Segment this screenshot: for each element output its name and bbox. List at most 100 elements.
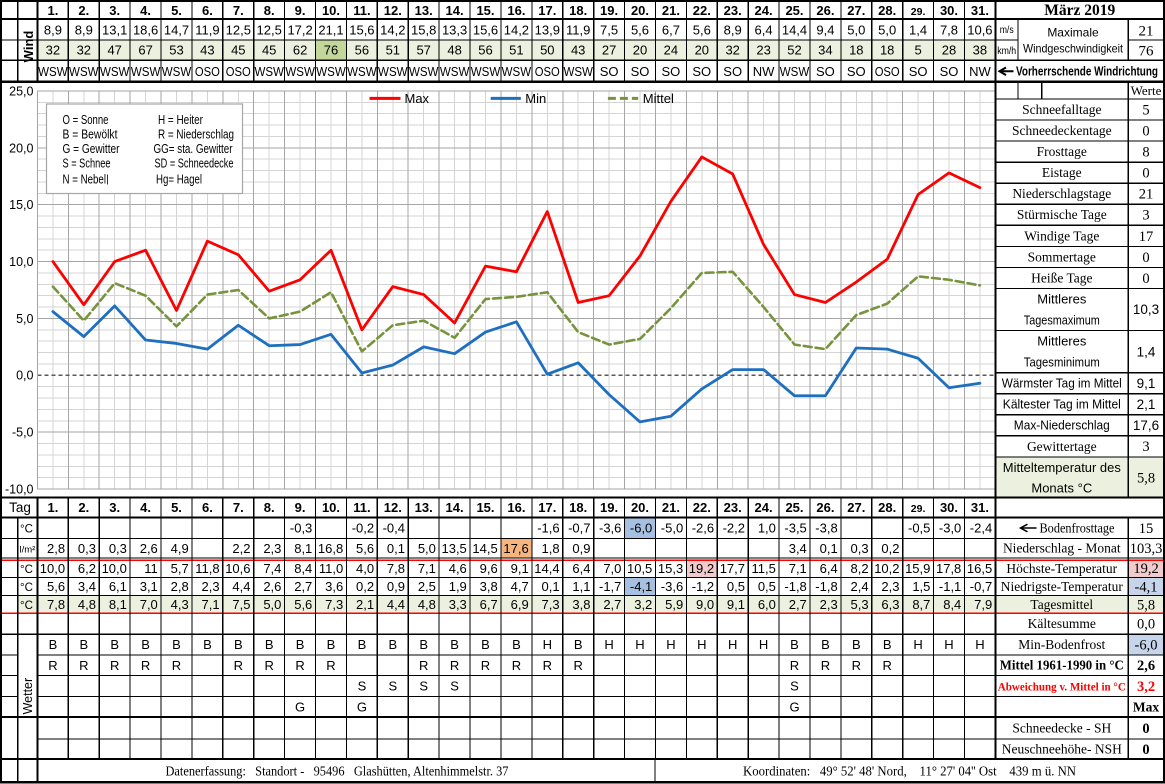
svg-text:2,8: 2,8	[47, 541, 65, 556]
svg-text:Schneefalltage: Schneefalltage	[1022, 102, 1101, 117]
svg-text:8,9: 8,9	[44, 22, 62, 37]
svg-text:5.: 5.	[171, 3, 182, 18]
svg-text:-3,8: -3,8	[815, 521, 837, 536]
svg-text:WSW: WSW	[440, 64, 470, 79]
svg-text:9.: 9.	[295, 3, 306, 18]
svg-text:-10,0: -10,0	[5, 482, 34, 496]
svg-text:25.: 25.	[785, 3, 803, 18]
svg-text:R: R	[326, 658, 335, 673]
svg-text:S: S	[419, 679, 428, 694]
svg-text:5,8: 5,8	[1137, 471, 1155, 487]
svg-text:8,4: 8,4	[943, 597, 961, 612]
svg-text:Tag: Tag	[9, 500, 31, 515]
svg-text:WSW: WSW	[471, 64, 501, 79]
svg-text:OSO: OSO	[875, 64, 900, 79]
svg-text:Maximale: Maximale	[1047, 25, 1099, 39]
svg-text:11,9: 11,9	[566, 22, 590, 37]
svg-text:2,5: 2,5	[418, 579, 436, 594]
svg-text:15,6: 15,6	[349, 22, 374, 37]
svg-text:4,7: 4,7	[511, 579, 529, 594]
svg-text:10,0: 10,0	[9, 255, 33, 269]
svg-text:Datenerfassung: Standort - 9: Datenerfassung: Standort - 95496 Glashüt…	[166, 763, 509, 778]
svg-text:7,5: 7,5	[600, 22, 618, 37]
svg-text:2,8: 2,8	[171, 579, 189, 594]
svg-text:30.: 30.	[940, 500, 958, 515]
svg-text:-2,2: -2,2	[723, 521, 745, 536]
svg-text:0,3: 0,3	[109, 541, 127, 556]
svg-text:17: 17	[1139, 229, 1154, 245]
svg-text:-2,4: -2,4	[970, 521, 992, 536]
svg-text:3,4: 3,4	[78, 579, 96, 594]
svg-text:5: 5	[1142, 103, 1149, 119]
svg-text:6.: 6.	[202, 500, 213, 515]
svg-text:Mittel: Mittel	[643, 91, 674, 106]
svg-text:2,4: 2,4	[851, 579, 869, 594]
svg-text:3,2: 3,2	[1137, 679, 1155, 695]
svg-text:B: B	[574, 637, 583, 652]
svg-text:0: 0	[1142, 250, 1149, 266]
svg-text:4,4: 4,4	[387, 597, 405, 612]
svg-text:Tagesmaximum: Tagesmaximum	[1024, 313, 1100, 328]
svg-text:5,0: 5,0	[16, 312, 33, 326]
svg-text:24: 24	[664, 43, 678, 58]
svg-text:Hg= Hagel: Hg= Hagel	[156, 173, 202, 187]
svg-text:Tagesmittel: Tagesmittel	[1030, 597, 1093, 612]
svg-text:6,4: 6,4	[820, 561, 838, 576]
svg-text:3,6: 3,6	[325, 579, 343, 594]
svg-text:26.: 26.	[816, 500, 834, 515]
svg-text:18.: 18.	[569, 500, 587, 515]
svg-text:R: R	[110, 658, 119, 673]
svg-text:5,0: 5,0	[878, 22, 896, 37]
svg-text:7,1: 7,1	[202, 597, 220, 612]
svg-text:38: 38	[973, 43, 987, 58]
svg-text:G = Gewitter: G = Gewitter	[63, 142, 120, 156]
svg-text:8,2: 8,2	[851, 561, 869, 576]
svg-text:17,6: 17,6	[1133, 418, 1159, 433]
svg-text:°C: °C	[20, 600, 33, 612]
svg-text:H: H	[635, 637, 644, 652]
svg-text:SD = Schneedecke: SD = Schneedecke	[155, 157, 234, 171]
svg-text:WSW: WSW	[285, 64, 315, 79]
svg-text:-3,6: -3,6	[599, 521, 621, 536]
svg-text:18: 18	[880, 43, 894, 58]
svg-text:2,7: 2,7	[603, 597, 621, 612]
svg-text:2,2: 2,2	[232, 541, 250, 556]
svg-text:SO: SO	[940, 64, 959, 79]
svg-text:6,0: 6,0	[758, 597, 776, 612]
svg-text:31.: 31.	[971, 3, 989, 18]
svg-text:5,6: 5,6	[47, 579, 65, 594]
svg-text:10,5: 10,5	[627, 561, 652, 576]
svg-text:S: S	[450, 679, 459, 694]
svg-text:R: R	[852, 658, 861, 673]
svg-text:WSW: WSW	[347, 64, 377, 79]
svg-text:Gewittertage: Gewittertage	[1027, 439, 1097, 454]
svg-text:32: 32	[725, 43, 739, 58]
svg-text:16,8: 16,8	[318, 541, 343, 556]
svg-text:5,0: 5,0	[263, 597, 281, 612]
svg-text:7,1: 7,1	[418, 561, 436, 576]
svg-text:-0,7: -0,7	[970, 579, 992, 594]
svg-text:0,1: 0,1	[820, 541, 838, 556]
svg-text:Vorherrschende Windrichtung: Vorherrschende Windrichtung	[1016, 65, 1158, 79]
svg-text:6,4: 6,4	[572, 561, 590, 576]
svg-text:B: B	[790, 637, 799, 652]
svg-text:22.: 22.	[693, 3, 711, 18]
svg-text:SO: SO	[816, 64, 835, 79]
svg-text:0: 0	[1142, 166, 1149, 182]
svg-text:Sommertage: Sommertage	[1028, 249, 1096, 264]
svg-text:2,3: 2,3	[263, 541, 281, 556]
svg-text:17,7: 17,7	[720, 561, 745, 576]
svg-text:0,0: 0,0	[1137, 617, 1155, 633]
svg-text:5,9: 5,9	[665, 597, 683, 612]
svg-text:11.: 11.	[353, 3, 370, 18]
svg-text:6,1: 6,1	[109, 579, 127, 594]
svg-text:-3,6: -3,6	[661, 579, 683, 594]
svg-text:-5,0: -5,0	[12, 426, 34, 440]
svg-text:km/h: km/h	[997, 45, 1016, 57]
svg-text:R = Niederschlag: R = Niederschlag	[158, 128, 234, 142]
svg-text:1,4: 1,4	[909, 22, 927, 37]
svg-text:2,1: 2,1	[1137, 397, 1156, 412]
svg-text:°C: °C	[20, 524, 33, 536]
svg-text:10.: 10.	[322, 500, 340, 515]
svg-text:Niedrigste-Temperatur: Niedrigste-Temperatur	[1001, 579, 1123, 594]
